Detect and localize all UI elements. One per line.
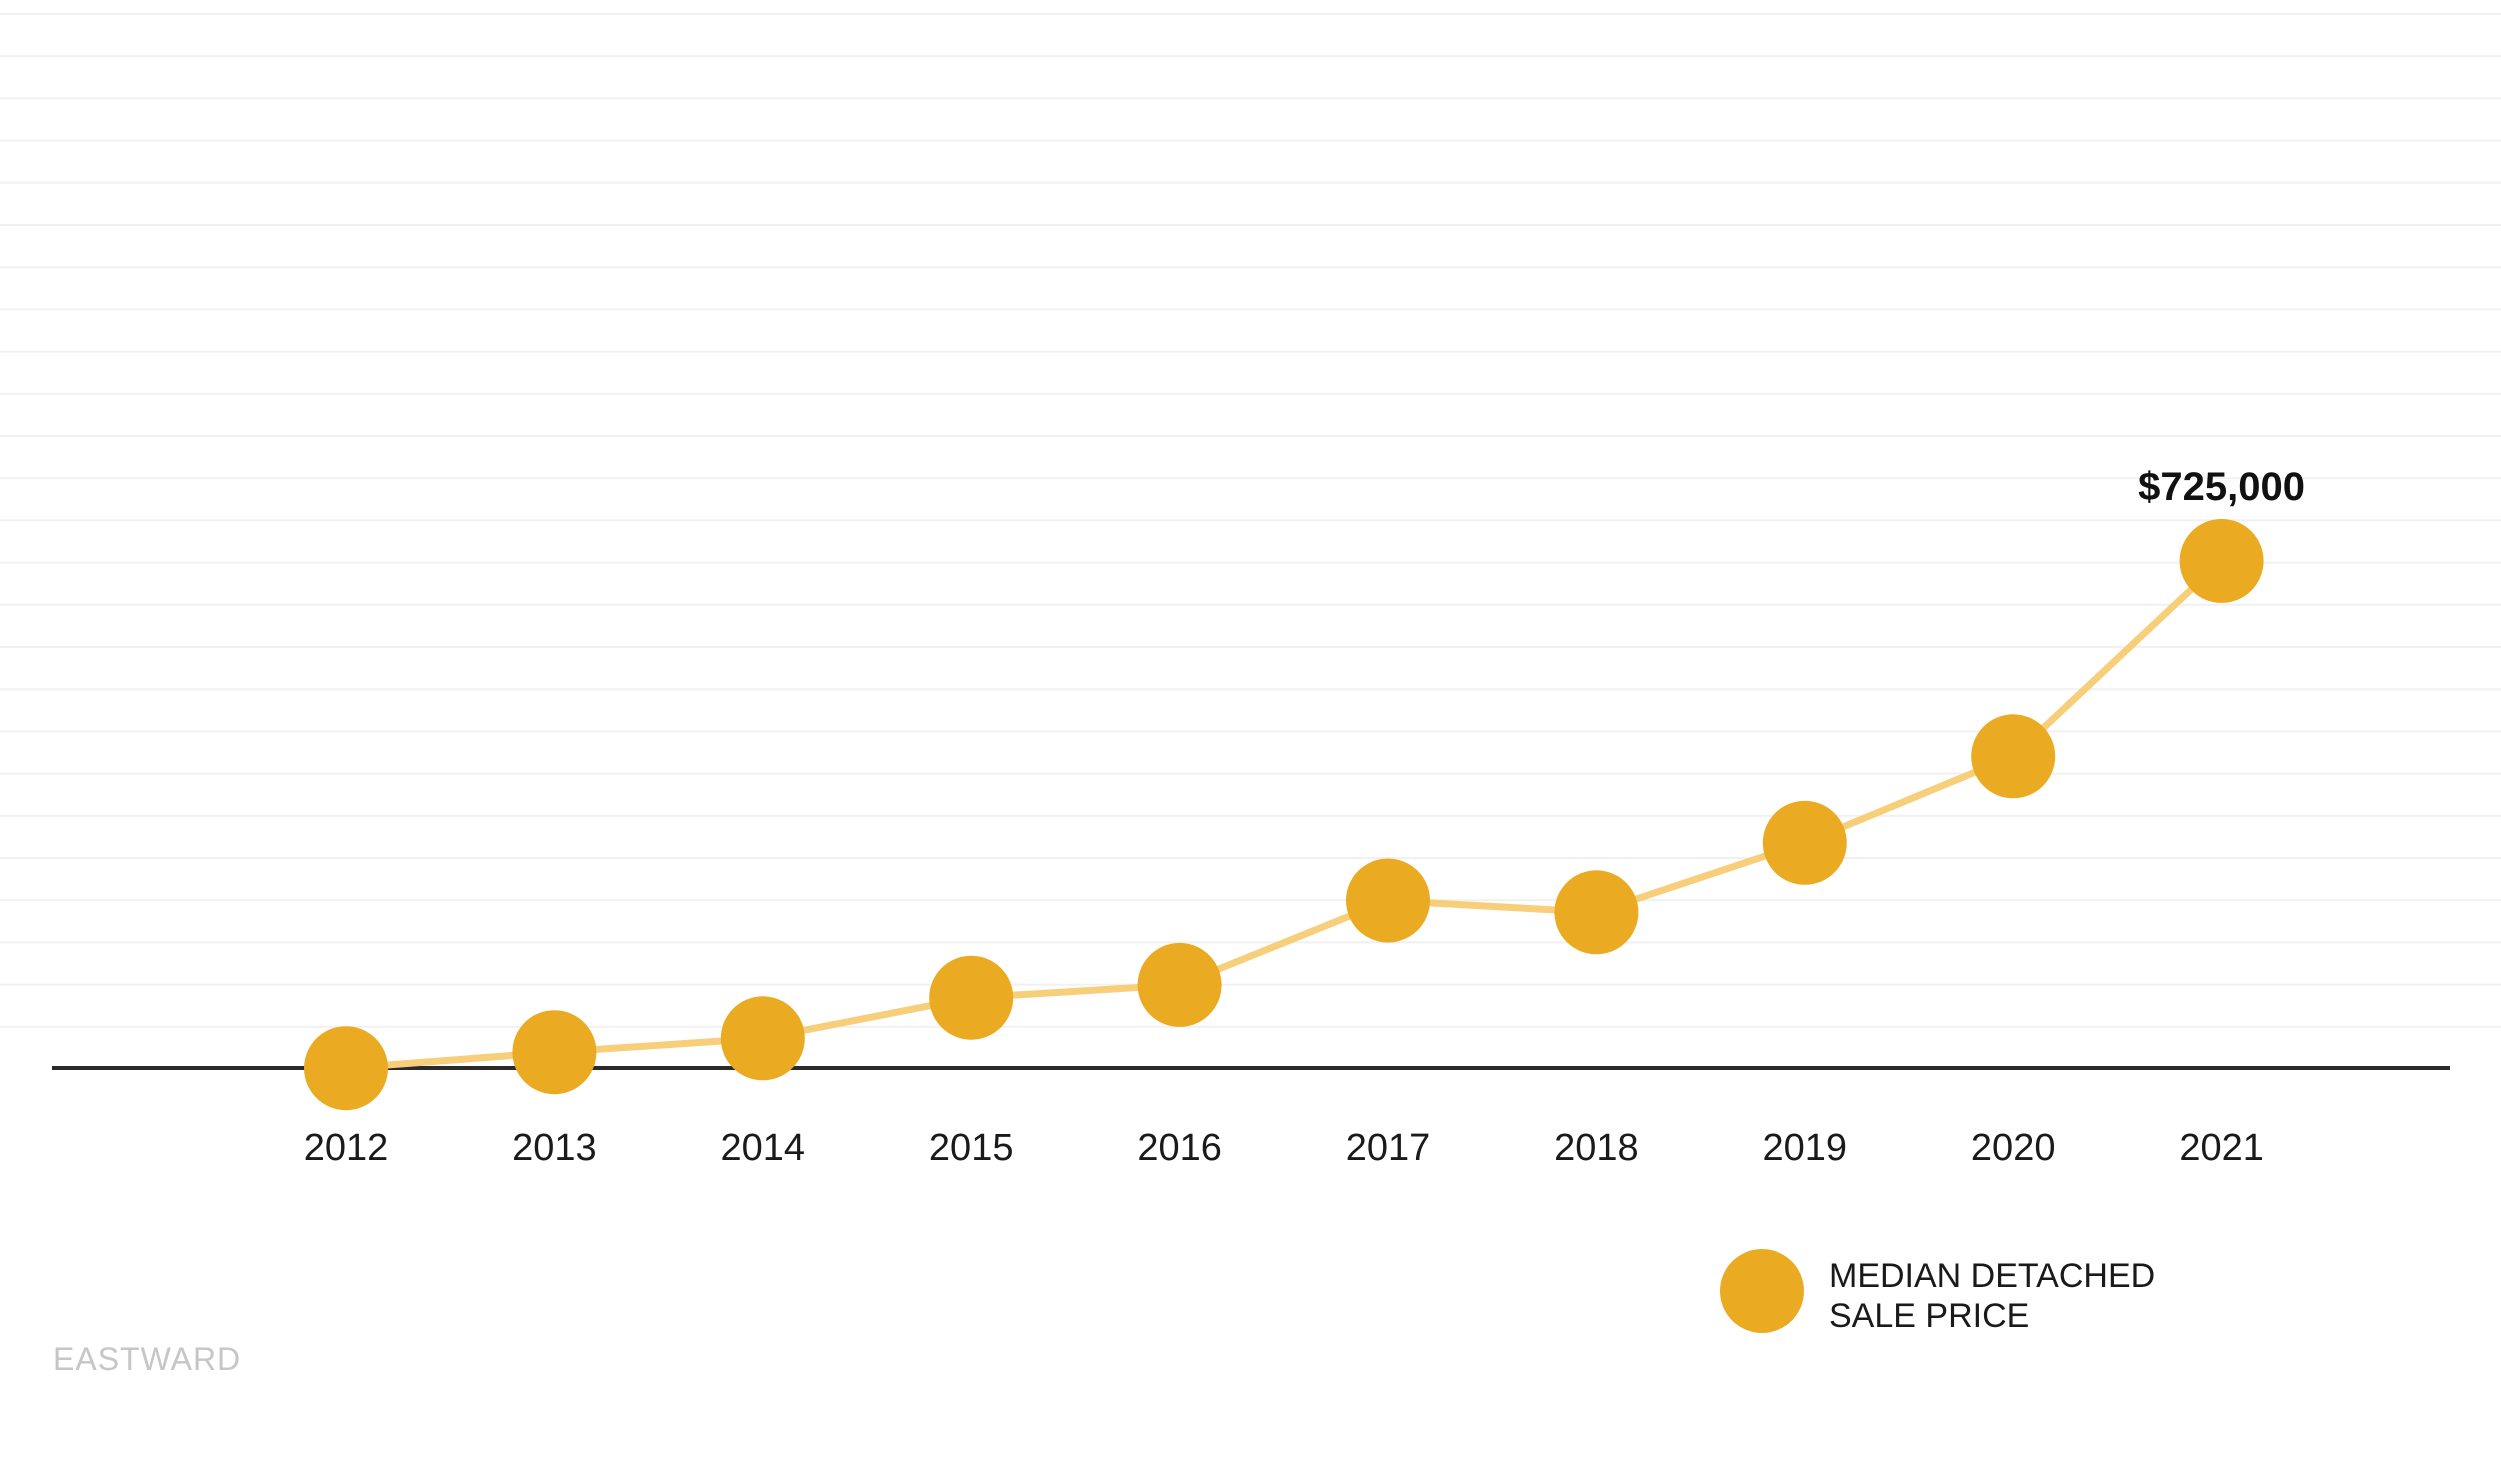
x-tick-label-2018: 2018: [1554, 1127, 1639, 1169]
watermark-text: EASTWARD: [53, 1341, 241, 1377]
data-point-2012: [304, 1026, 388, 1111]
data-point-2016: [1137, 942, 1222, 1027]
series-line-median-detached-sale-price: [342, 557, 2226, 1072]
x-tick-label-2013: 2013: [512, 1127, 597, 1169]
x-tick-label-2014: 2014: [721, 1127, 806, 1169]
data-point-2021: [2179, 518, 2264, 603]
legend-label-line-1: MEDIAN DETACHED: [1829, 1257, 2155, 1295]
data-point-2013: [512, 1010, 597, 1095]
data-point-2017: [1346, 858, 1430, 943]
data-point-2019: [1762, 800, 1847, 885]
x-tick-label-2021: 2021: [2179, 1127, 2264, 1169]
legend-label-line-2: SALE PRICE: [1829, 1297, 2029, 1335]
gridlines: [0, 13, 2501, 1028]
data-point-2015: [929, 955, 1014, 1040]
data-point-2018: [1554, 870, 1639, 955]
data-point-2014: [720, 996, 805, 1081]
data-label-2021: $725,000: [2138, 465, 2305, 509]
x-tick-label-2019: 2019: [1763, 1127, 1848, 1169]
x-tick-labels: 2012 2013 2014 2015 2016 2017 2018 2019 2020 2021: [304, 1127, 2264, 1169]
data-labels: $725,000: [2138, 465, 2305, 509]
x-tick-label-2020: 2020: [1971, 1127, 2056, 1169]
x-tick-label-2016: 2016: [1137, 1127, 1222, 1169]
x-tick-label-2012: 2012: [304, 1127, 389, 1169]
data-point-2020: [1971, 714, 2056, 799]
legend-marker: [1720, 1249, 1804, 1333]
data-points: [304, 518, 2264, 1111]
x-tick-label-2017: 2017: [1346, 1127, 1431, 1169]
legend: MEDIAN DETACHED SALE PRICE: [1720, 1249, 2155, 1335]
x-tick-label-2015: 2015: [929, 1127, 1014, 1169]
